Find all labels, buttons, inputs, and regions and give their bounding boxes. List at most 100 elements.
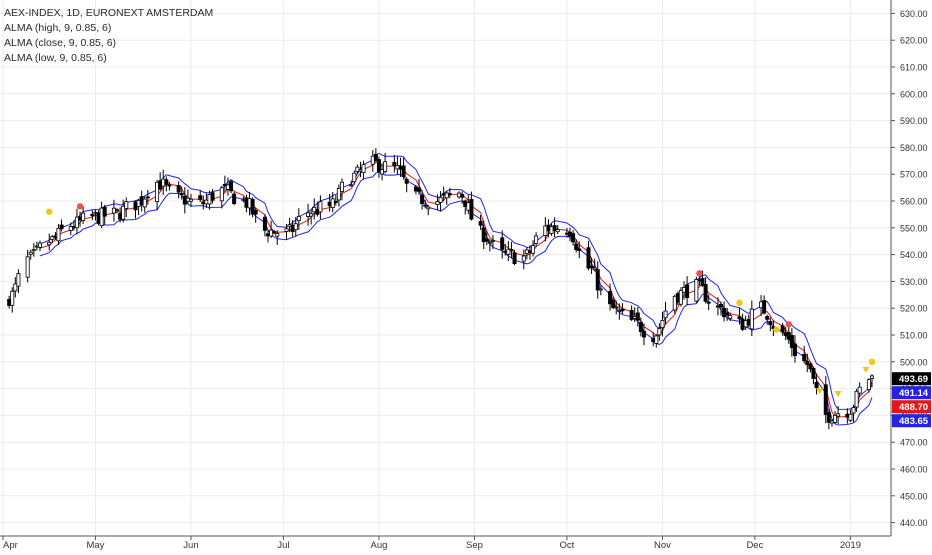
candle-body [167, 184, 172, 187]
candle-body [99, 207, 104, 227]
candle-body [90, 213, 95, 217]
candle-body [521, 255, 526, 262]
alma-low-value-label-bg [892, 414, 931, 428]
legend-alma-low: ALMA (low, 9, 0.85, 6) [4, 52, 107, 64]
candle-body [629, 309, 634, 320]
candle-body [805, 360, 810, 366]
y-tick-label: 540.00 [900, 250, 928, 260]
candle-body [857, 386, 862, 394]
candle-body [293, 223, 298, 231]
chart-legend: AEX-INDEX, 1D, EURONEXT AMSTERDAM ALMA (… [4, 6, 213, 66]
candle-body [219, 187, 224, 202]
candle-body [361, 164, 366, 174]
candle-body [851, 407, 856, 414]
candle-body [336, 188, 341, 201]
y-tick-label: 560.00 [900, 197, 928, 207]
candle-body [404, 179, 409, 184]
candle-body [531, 245, 536, 254]
candle-body [672, 295, 677, 311]
signal-dot-marker [736, 299, 743, 307]
candle-body [534, 235, 539, 244]
alma-close-line [39, 161, 873, 418]
candle-body [447, 193, 452, 195]
candle-body [392, 162, 397, 167]
candle-body [232, 193, 237, 204]
candle-body [789, 335, 794, 349]
candle-body [210, 192, 215, 201]
candle-body [155, 181, 160, 202]
candle-body [330, 198, 335, 209]
candle-body [598, 288, 603, 291]
candle-body [574, 243, 579, 250]
alma-low-line [39, 171, 873, 426]
candle-body [188, 198, 193, 202]
candle-body [68, 226, 73, 231]
alma-close-value-label: 488.70 [899, 402, 928, 413]
candle-body [198, 195, 203, 200]
candle-body [420, 194, 425, 205]
y-tick-label: 510.00 [900, 331, 928, 341]
chart-title: AEX-INDEX, 1D, EURONEXT AMSTERDAM [4, 7, 214, 19]
candle-body [780, 325, 785, 333]
signal-dot-marker [868, 358, 876, 365]
candle-body [826, 412, 831, 423]
candle-body [478, 221, 483, 226]
candle-body [586, 247, 591, 269]
candle-body [426, 206, 431, 210]
candle-body [635, 312, 640, 321]
candle-body [768, 321, 773, 326]
candle-body [506, 248, 511, 255]
x-tick-label: Jun [183, 540, 198, 550]
y-tick-label: 570.00 [900, 170, 928, 180]
x-tick-label: Dec [746, 540, 763, 550]
candle-body [792, 343, 797, 356]
candle-body [678, 290, 683, 305]
candle-body [706, 301, 711, 304]
signal-triangle-marker [834, 390, 842, 397]
candle-body [115, 209, 120, 212]
candle-body [836, 413, 841, 417]
candle-body [866, 379, 871, 390]
candle-body [487, 241, 492, 244]
candle-body [28, 251, 33, 255]
y-tick-label: 470.00 [900, 438, 928, 448]
candle-body [121, 205, 126, 220]
candle-body [250, 198, 255, 215]
candle-body [833, 415, 838, 423]
candle-body [685, 284, 690, 299]
y-tick-label: 520.00 [900, 304, 928, 314]
candle-body [728, 315, 733, 319]
candle-body [176, 185, 181, 193]
candle-body [694, 279, 699, 302]
candle-body [25, 256, 30, 278]
candle-body [660, 320, 665, 328]
candle-body [814, 381, 819, 389]
candle-body [56, 227, 61, 242]
candle-body [469, 198, 474, 220]
candle-body [272, 231, 277, 234]
candle-body [142, 198, 147, 208]
x-tick-label: Jul [277, 540, 289, 550]
candle-body [37, 242, 42, 248]
y-tick-label: 530.00 [900, 277, 928, 287]
candle-body [870, 375, 875, 379]
y-tick-label: 550.00 [900, 223, 928, 233]
candle-body [262, 216, 267, 231]
candle-body [164, 179, 169, 185]
candle-body [641, 330, 646, 338]
candle-body [373, 153, 378, 161]
candle-body [490, 239, 495, 242]
y-tick-label: 610.00 [900, 63, 928, 73]
candle-body [102, 206, 107, 217]
signal-dot-marker [696, 270, 703, 277]
candle-body [401, 165, 406, 178]
candle-body [595, 269, 600, 291]
alma-high-line [39, 152, 873, 410]
alma-high-value-label: 491.14 [899, 388, 929, 399]
candle-body [657, 328, 662, 336]
x-tick-label: Oct [560, 540, 575, 550]
candle-body [339, 181, 344, 192]
grid-layer [0, 0, 891, 536]
